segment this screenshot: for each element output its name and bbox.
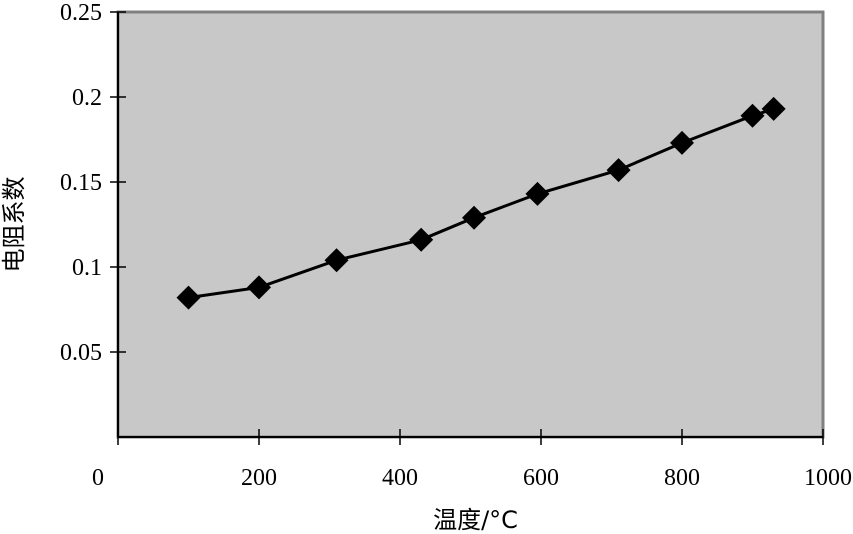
data-point-marker	[740, 103, 765, 128]
data-point-marker	[525, 181, 550, 206]
y-axis-title: 电阻系数	[0, 177, 28, 273]
y-tick-label: 0.1	[72, 255, 102, 281]
data-point-marker	[247, 275, 271, 300]
data-point-marker	[409, 227, 434, 252]
y-tick-label: 0.2	[72, 85, 102, 111]
x-tick-label: 400	[382, 465, 418, 491]
data-point-marker	[670, 130, 694, 155]
x-tick-label: 600	[523, 465, 559, 491]
data-point-marker	[462, 205, 487, 230]
data-point-marker	[176, 285, 201, 310]
data-point-marker	[606, 158, 631, 183]
data-point-marker	[324, 248, 349, 273]
y-tick-label: 0.15	[60, 170, 102, 196]
x-tick-label: 1000	[804, 465, 852, 491]
data-point-marker	[761, 96, 786, 121]
y-tick-label: 0.25	[60, 0, 102, 26]
x-tick-labels: 0 200 400 600 800 1000	[92, 465, 852, 491]
x-tick-label: 800	[664, 465, 700, 491]
x-axis-title: 温度/°C	[433, 506, 518, 534]
data-markers	[176, 96, 786, 310]
x-tick-label: 0	[92, 465, 104, 491]
y-tick-labels: 0.05 0.1 0.15 0.2 0.25	[60, 0, 102, 366]
series-line	[188, 107, 775, 300]
x-tick-label: 200	[241, 465, 277, 491]
y-tick-label: 0.05	[60, 340, 102, 366]
